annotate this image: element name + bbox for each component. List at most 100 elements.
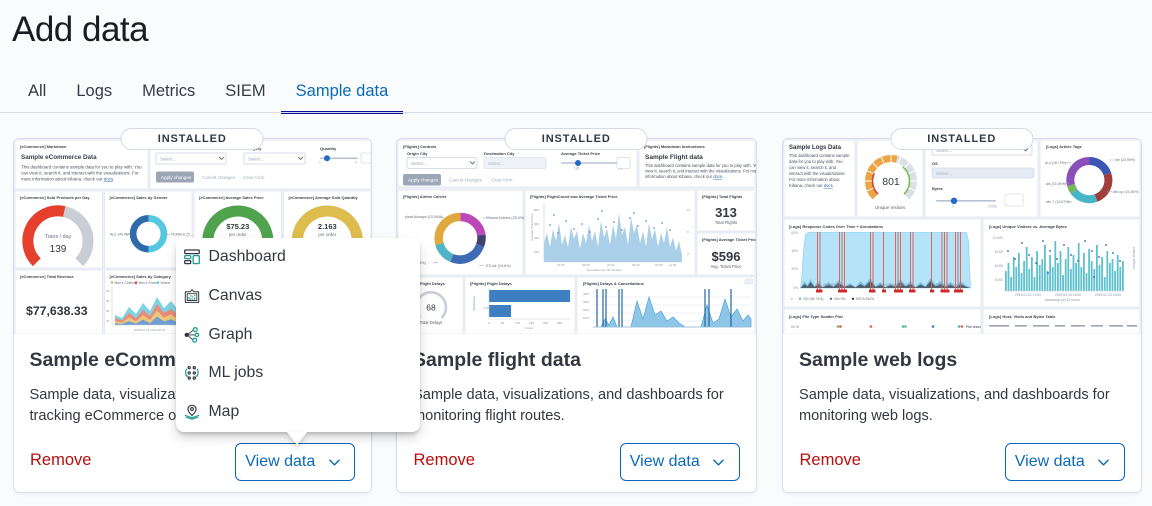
svg-text:Sample Flight data: Sample Flight data	[645, 154, 703, 161]
svg-text:Avg. Ticket Price: Avg. Ticket Price	[710, 264, 742, 269]
svg-text:ES-Air (24.6%): ES-Air (24.6%)	[486, 264, 511, 268]
svg-text:timestamp per 30 minutes: timestamp per 30 minutes	[587, 268, 622, 272]
svg-text:[Logs] File Type Scatter Plot: [Logs] File Type Scatter Plot	[789, 314, 843, 319]
svg-text:1: 1	[319, 161, 321, 165]
svg-text:Sample eCommerce Data: Sample eCommerce Data	[21, 154, 97, 161]
svg-text:win-7 (19.67%): win-7 (19.67%)	[1046, 200, 1070, 204]
svg-text:50: 50	[106, 289, 110, 293]
svg-text:Unique Visitors: Unique Visitors	[1132, 247, 1136, 269]
svg-text:21:00: 21:00	[607, 263, 615, 267]
svg-text:[eCommerce] Sales by Category: [eCommerce] Sales by Category	[109, 274, 171, 279]
svg-text:more information about Kibana,: more information about Kibana, check our…	[21, 177, 114, 182]
svg-text:Total Delays: Total Delays	[420, 320, 443, 325]
svg-text:Men's Clothing: Men's Clothing	[114, 281, 136, 285]
svg-text:Average Ticket Price: Average Ticket Price	[561, 151, 601, 156]
svg-text:ALE (49.76%): ALE (49.76%)	[110, 233, 132, 237]
svg-text:16:00: 16:00	[557, 263, 565, 267]
svg-text:200: 200	[543, 321, 548, 325]
svg-text:0: 0	[488, 321, 490, 325]
svg-text:Select...: Select...	[248, 157, 264, 162]
svg-text:Select...: Select...	[936, 171, 952, 176]
svg-text:10%: 10%	[583, 316, 589, 320]
svg-text:pleat Airways (23.99%): pleat Airways (23.99%)	[405, 215, 443, 219]
svg-text:File Issue: File Issue	[966, 325, 981, 329]
svg-text:[eCommerce] Average Sold Quant: [eCommerce] Average Sold Quantity	[288, 195, 358, 200]
svg-text:[Flights] Airline Carrier: [Flights] Airline Carrier	[403, 194, 447, 199]
svg-text:$596: $596	[712, 249, 741, 264]
svg-text:800: 800	[534, 208, 539, 212]
svg-text:Kibana Airlines (25.9%): Kibana Airlines (25.9%)	[486, 216, 524, 220]
svg-text:[Logs] Article Tags: [Logs] Article Tags	[1046, 144, 1083, 149]
svg-text:[eCommerce] Markdown: [eCommerce] Markdown	[20, 144, 67, 149]
svg-text:Men's Shoes: Men's Shoes	[138, 281, 158, 285]
svg-text:2019-02-24 18:00: 2019-02-24 18:00	[1095, 293, 1121, 297]
svg-text:Select...: Select...	[160, 157, 176, 162]
svg-text:19752: 19752	[988, 205, 997, 209]
svg-text:250: 250	[557, 321, 562, 325]
svg-text:FlightDelay: FlightDelay	[472, 295, 476, 311]
svg-text:[eCommerce] Average Sales Pric: [eCommerce] Average Sales Price	[199, 195, 264, 200]
svg-text:view it, search it, and intera: view it, search it, and interact with th…	[645, 169, 756, 174]
svg-text:per order: per order	[228, 232, 246, 237]
svg-text:600: 600	[534, 222, 539, 226]
svg-text:[eCommerce] Sales by Gender: [eCommerce] Sales by Gender	[109, 195, 167, 200]
svg-text:40: 40	[106, 299, 110, 303]
svg-text:0%: 0%	[793, 286, 798, 290]
svg-text:Average Ticket Price: Average Ticket Price	[530, 213, 534, 241]
svg-text:Count: Count	[525, 326, 533, 330]
svg-text:400: 400	[534, 236, 539, 240]
svg-text:30: 30	[106, 309, 110, 313]
svg-text:Unique Visitors: Unique Visitors	[875, 205, 906, 210]
svg-text:20%: 20%	[791, 267, 798, 271]
svg-text:2019-01-01 10:00: 2019-01-01 10:00	[1015, 293, 1041, 297]
svg-text:me (23.99%): me (23.99%)	[1115, 158, 1135, 162]
svg-text:0: 0	[952, 205, 954, 209]
svg-text:For more information about: For more information about	[789, 177, 840, 182]
svg-text:Cancel changes: Cancel changes	[202, 175, 236, 180]
svg-text:2019-01-01 2019-02-01: 2019-01-01 2019-02-01	[134, 328, 166, 332]
svg-text:139: 139	[49, 244, 66, 255]
svg-text:12: 12	[687, 208, 691, 212]
svg-text:FEMALE (5...: FEMALE (5...	[171, 233, 193, 237]
svg-text:503 5.264%: 503 5.264%	[856, 297, 874, 301]
svg-text:Clear form: Clear form	[491, 178, 513, 183]
svg-text:[Flights] Controls: [Flights] Controls	[403, 144, 437, 149]
svg-text:Destination City: Destination City	[484, 151, 515, 156]
svg-text:[Flights] Total Flights: [Flights] Total Flights	[702, 194, 743, 199]
svg-text:4,000: 4,000	[995, 278, 1003, 282]
svg-text:can view it, search it, and in: can view it, search it, and interact wit…	[21, 171, 139, 176]
svg-text:8,000: 8,000	[995, 250, 1003, 254]
svg-text:Clear form: Clear form	[243, 175, 265, 180]
svg-text:20: 20	[106, 319, 110, 323]
svg-text:60%: 60%	[791, 231, 798, 235]
svg-text:$77,638.33: $77,638.33	[26, 304, 88, 318]
svg-text:[Flights] Flight Delays: [Flights] Flight Delays	[470, 281, 513, 286]
svg-text:313: 313	[715, 205, 737, 220]
svg-text:$75.23: $75.23	[226, 222, 249, 231]
svg-text:This dashboard contains sample: This dashboard contains sample data for …	[645, 163, 756, 168]
svg-text:126: 126	[574, 167, 580, 171]
svg-text:Select...: Select...	[936, 148, 952, 153]
svg-text:[Flights] Average Ticket Price: [Flights] Average Ticket Price	[702, 237, 756, 242]
svg-text:2.163: 2.163	[317, 222, 336, 231]
svg-text:[eCommerce] Total Revenue: [eCommerce] Total Revenue	[20, 274, 74, 279]
svg-text:[Logs] Host, Visits and Bytes: [Logs] Host, Visits and Bytes Table	[989, 314, 1056, 319]
svg-text:Bytes: Bytes	[932, 186, 944, 191]
svg-text:50: 50	[501, 321, 505, 325]
svg-text:20%: 20%	[583, 308, 589, 312]
svg-text:Select...: Select...	[488, 161, 504, 166]
svg-text:win-up (19.26%): win-up (19.26%)	[1113, 190, 1138, 194]
svg-text:2019-03-07: 2019-03-07	[823, 283, 840, 287]
svg-text:[eCommerce] Sold Products per: [eCommerce] Sold Products per Day	[20, 195, 90, 200]
svg-text:Kibana, check our docs.: Kibana, check our docs.	[789, 183, 834, 188]
svg-text:6,000: 6,000	[995, 264, 1003, 268]
svg-text:Trans / day: Trans / day	[44, 234, 71, 240]
svg-text:40%: 40%	[791, 249, 798, 253]
svg-text:4: 4	[355, 161, 357, 165]
svg-text:85.09: 85.09	[791, 325, 799, 329]
svg-text:[Logs] Unique Visitors vs. Ave: [Logs] Unique Visitors vs. Average Bytes	[989, 224, 1068, 229]
svg-text:timestamp per 12 hours: timestamp per 12 hours	[1045, 298, 1080, 302]
svg-text:data for you to play with. You: data for you to play with. You	[789, 159, 843, 164]
svg-text:information about Kibana, chec: information about Kibana, check our docs…	[645, 174, 723, 179]
svg-text:Apply changes: Apply changes	[161, 175, 192, 180]
